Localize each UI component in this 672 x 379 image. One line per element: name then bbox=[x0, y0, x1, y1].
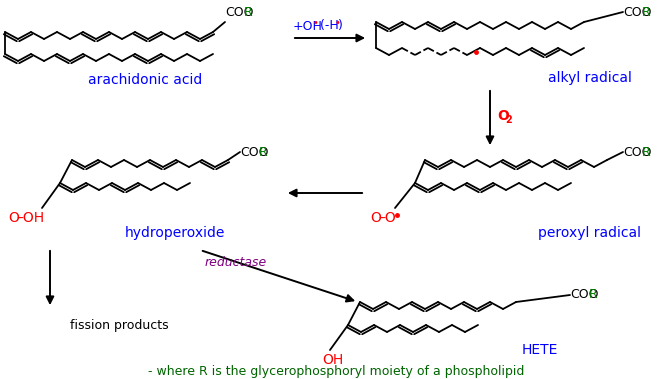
Text: fission products: fission products bbox=[70, 318, 169, 332]
Text: (-H: (-H bbox=[316, 19, 339, 33]
Text: HETE: HETE bbox=[522, 343, 558, 357]
Text: O: O bbox=[497, 109, 509, 123]
Text: R: R bbox=[642, 6, 650, 19]
Text: peroxyl radical: peroxyl radical bbox=[538, 226, 642, 240]
Text: 2: 2 bbox=[505, 115, 512, 125]
Text: –OH: –OH bbox=[16, 211, 44, 225]
Text: O: O bbox=[8, 211, 19, 225]
Text: - where R is the glycerophosphoryl moiety of a phospholipid: - where R is the glycerophosphoryl moiet… bbox=[148, 365, 524, 379]
Text: COO: COO bbox=[570, 288, 599, 302]
Text: alkyl radical: alkyl radical bbox=[548, 71, 632, 85]
Text: O: O bbox=[370, 211, 381, 225]
Text: R: R bbox=[244, 6, 253, 19]
Text: •: • bbox=[335, 18, 341, 28]
Text: R: R bbox=[589, 288, 598, 302]
Text: –O: –O bbox=[378, 211, 396, 225]
Text: reductase: reductase bbox=[205, 255, 267, 268]
Text: COO: COO bbox=[623, 146, 651, 158]
Text: OH: OH bbox=[322, 353, 343, 367]
Text: ): ) bbox=[338, 19, 343, 33]
Text: arachidonic acid: arachidonic acid bbox=[88, 73, 202, 87]
Text: R: R bbox=[259, 146, 267, 158]
Text: •: • bbox=[313, 18, 319, 28]
Text: +OH: +OH bbox=[293, 19, 323, 33]
Text: COO: COO bbox=[240, 146, 269, 158]
Text: hydroperoxide: hydroperoxide bbox=[125, 226, 225, 240]
Text: COO: COO bbox=[225, 6, 253, 19]
Text: R: R bbox=[642, 146, 650, 158]
Text: COO: COO bbox=[623, 6, 651, 19]
